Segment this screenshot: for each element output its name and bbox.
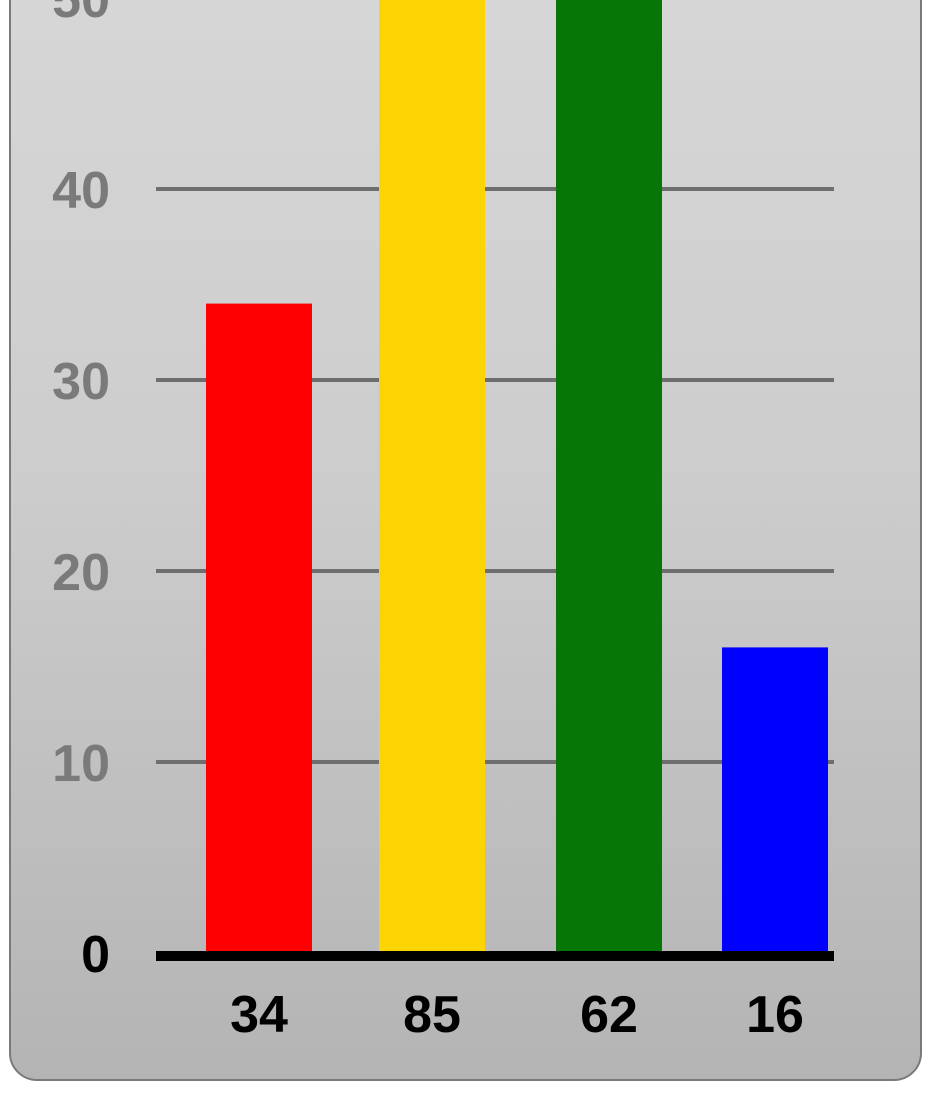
bar-62 <box>556 0 662 953</box>
x-tick-label: 62 <box>580 986 638 1044</box>
x-axis-tick-labels: 34 85 62 16 <box>230 986 804 1044</box>
y-tick-label: 10 <box>52 735 110 793</box>
x-tick-label: 16 <box>746 986 804 1044</box>
y-tick-label: 0 <box>81 926 110 984</box>
bar-34 <box>206 303 312 954</box>
bars <box>206 0 828 954</box>
y-axis-tick-labels: 0 10 20 30 40 50 <box>52 0 110 984</box>
y-tick-label: 50 <box>52 0 110 29</box>
y-tick-label: 30 <box>52 353 110 411</box>
y-tick-label: 20 <box>52 544 110 602</box>
x-tick-label: 34 <box>230 986 288 1044</box>
x-tick-label: 85 <box>403 986 461 1044</box>
bar-85 <box>379 0 485 953</box>
bar-16 <box>722 647 828 953</box>
y-tick-label: 40 <box>52 162 110 220</box>
